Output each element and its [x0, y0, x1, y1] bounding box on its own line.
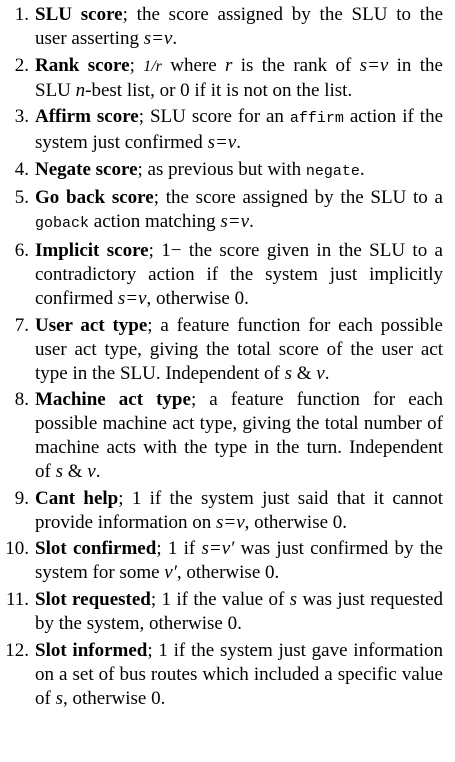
list-item: 2. Rank score; 1/r where r is the rank of… — [0, 54, 443, 103]
item-number: 9. — [14, 487, 29, 509]
item-number: 2. — [14, 54, 29, 76]
description-text: , otherwise 0. — [176, 562, 280, 584]
description-text: -best list, or 0 if it is not on the lis… — [85, 79, 353, 101]
math-expression: s=v′ — [201, 538, 235, 560]
item-number: 12. — [5, 639, 29, 661]
math-expression: s=v — [207, 132, 237, 154]
description-text: ; 1 if the system just gave infor­mation… — [35, 639, 443, 709]
item-number: 8. — [14, 389, 29, 411]
list-item: 7. User act type; a feature function for … — [0, 314, 443, 386]
feature-term: Negate score — [35, 158, 138, 180]
math-expression: s=v — [117, 287, 147, 309]
math-expression: n — [75, 79, 86, 101]
item-number: 4. — [14, 158, 29, 180]
feature-term: Implicit score — [35, 239, 149, 261]
feature-term: Slot requested — [35, 588, 151, 610]
description-text: action if the system just confirmed — [35, 106, 444, 154]
description-text: ; SLU score for an — [138, 106, 290, 128]
item-number: 10. — [5, 538, 29, 560]
code-term: affirm — [289, 110, 344, 128]
description-text: ; the score assigned by the SLU to the u… — [35, 4, 444, 49]
item-number: 7. — [14, 314, 29, 336]
description-text: & — [292, 362, 317, 384]
code-term: negate — [305, 162, 360, 180]
math-expression: s=v — [143, 28, 173, 49]
description-text: where — [161, 54, 225, 76]
description-text: ; a feature function for each possible m… — [35, 389, 443, 483]
description-text: , otherwise 0. — [146, 287, 249, 309]
math-expression: s=v — [216, 511, 245, 533]
description-text: ; as previous but with — [137, 158, 306, 180]
description-text: is the rank of — [232, 54, 360, 76]
list-item: 3. Affirm score; SLU score for an affirm … — [0, 105, 443, 155]
item-number: 11. — [5, 588, 29, 610]
math-expression: s=v — [359, 54, 389, 76]
description-text: . — [95, 461, 101, 483]
math-expression: s — [289, 588, 298, 610]
math-expression: v′ — [164, 562, 177, 584]
description-text: in the SLU — [35, 54, 443, 101]
description-text: ; a feature function for each pos­sible … — [35, 314, 443, 384]
list-item: 11. Slot requested; 1 if the value of s w… — [0, 588, 443, 636]
description-text: . — [249, 211, 254, 233]
feature-term: Cant help — [35, 487, 119, 509]
feature-term: Rank score — [35, 54, 130, 76]
item-number: 1. — [14, 4, 29, 25]
description-text: . — [324, 362, 330, 384]
code-term: goback — [35, 215, 90, 233]
math-expression: 1/r — [143, 57, 162, 75]
math-expression: r — [225, 54, 233, 76]
math-expression: s — [55, 461, 63, 483]
feature-term: User act type — [35, 314, 148, 336]
list-item: 1. SLU score; the score assigned by the S… — [0, 3, 443, 51]
description-text: . — [359, 158, 365, 180]
list-item: 6. Implicit score; 1− the score given in … — [0, 239, 443, 311]
feature-term: Slot informed — [35, 639, 148, 661]
item-number: 5. — [14, 187, 29, 209]
math-expression: v — [87, 461, 96, 483]
item-number: 6. — [14, 239, 29, 261]
list-item: 8. Machine act type; a feature function f… — [0, 388, 443, 484]
description-text: ; — [129, 54, 144, 76]
feature-term: Machine act type — [35, 389, 191, 411]
description-text: , otherwise 0. — [62, 687, 166, 709]
feature-list: 1. SLU score; the score assigned by the S… — [0, 3, 443, 711]
description-text: . — [172, 28, 178, 49]
item-number: 3. — [14, 106, 29, 128]
list-item: 12. Slot informed; 1 if the system just g… — [0, 639, 443, 711]
description-text: ; the score assigned by the SLU to a — [153, 187, 443, 209]
math-expression: s — [55, 687, 63, 709]
math-expression: v — [316, 362, 325, 384]
list-item: 4. Negate score; as previous but with neg… — [0, 158, 443, 184]
description-text: ; 1− the score given in the SLU to a con… — [35, 239, 443, 309]
math-expression: s=v — [220, 211, 250, 233]
list-item: 10. Slot confirmed; 1 if s=v′ was just co… — [0, 537, 443, 585]
description-text: . — [236, 132, 241, 154]
description-text: , otherwise 0. — [244, 511, 348, 533]
description-text: action matching — [89, 211, 221, 233]
description-text: ; 1 if the system just said that it can­… — [35, 487, 443, 533]
description-text: & — [62, 461, 88, 483]
list-item: 9. Cant help; 1 if the system just said t… — [0, 487, 443, 535]
description-text: was just re­quested by the system, other… — [35, 588, 443, 634]
feature-term: Affirm score — [35, 106, 139, 128]
math-expression: s — [284, 362, 292, 384]
list-item: 5. Go back score; the score assigned by t… — [0, 186, 443, 236]
feature-term: Slot confirmed — [35, 538, 157, 560]
description-text: ; 1 if — [156, 538, 202, 560]
description-text: was just confirmed by the system for som… — [35, 538, 443, 584]
feature-term: SLU score — [35, 4, 123, 25]
feature-term: Go back score — [35, 187, 154, 209]
description-text: ; 1 if the value of — [150, 588, 290, 610]
